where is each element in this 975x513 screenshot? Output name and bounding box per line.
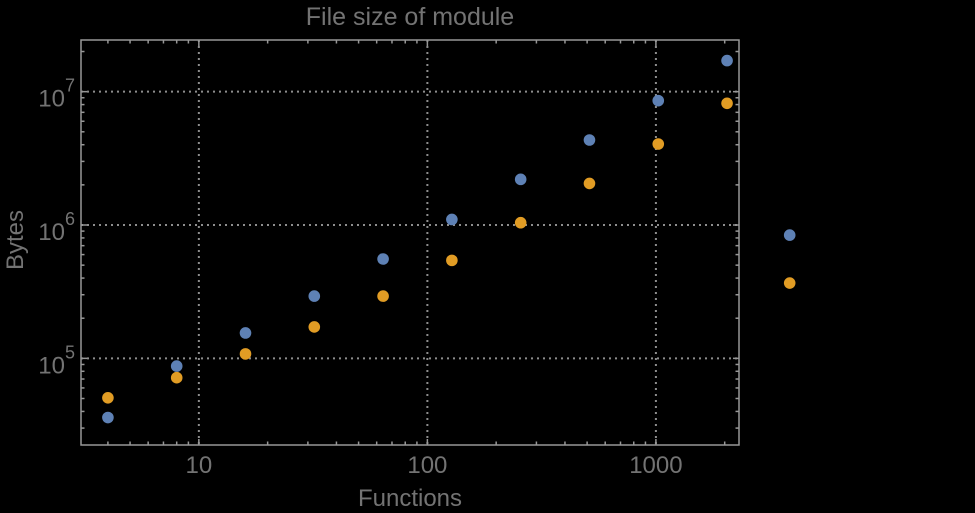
data-point-series-2-orange <box>783 277 796 289</box>
data-point-series-2-orange <box>721 97 733 110</box>
data-point-series-2-orange <box>170 371 183 384</box>
chart-title: File size of module <box>305 3 515 31</box>
data-point-series-1-blue <box>583 134 596 146</box>
data-point-series-2-orange <box>652 138 665 150</box>
y-tick-label: 105 <box>38 342 75 379</box>
data-point-series-2-orange <box>102 392 114 404</box>
data-point-series-2-orange <box>514 216 527 229</box>
data-point-series-1-blue <box>721 54 733 67</box>
data-point-series-2-orange <box>239 348 252 360</box>
x-tick-label: 1000 <box>629 452 682 479</box>
data-point-series-1-blue <box>308 290 321 302</box>
y-tick-label: 107 <box>38 76 75 113</box>
y-tick-label: 106 <box>38 209 75 246</box>
plot-frame <box>80 39 740 446</box>
data-point-series-2-orange <box>308 321 321 333</box>
data-point-series-1-blue <box>446 213 458 226</box>
data-point-series-2-orange <box>446 254 458 267</box>
data-point-series-1-blue <box>377 253 389 265</box>
data-point-series-1-blue <box>652 94 665 107</box>
data-point-series-1-blue <box>170 360 183 372</box>
data-point-series-2-orange <box>377 290 389 302</box>
data-point-series-1-blue <box>239 327 252 339</box>
data-point-series-1-blue <box>102 411 114 424</box>
x-tick-label: 10 <box>185 452 212 479</box>
data-point-series-2-orange <box>583 177 596 190</box>
data-point-series-1-blue <box>783 229 796 241</box>
x-axis-label: Functions <box>357 485 463 512</box>
data-point-series-1-blue <box>514 173 527 186</box>
x-tick-label: 100 <box>407 452 447 479</box>
